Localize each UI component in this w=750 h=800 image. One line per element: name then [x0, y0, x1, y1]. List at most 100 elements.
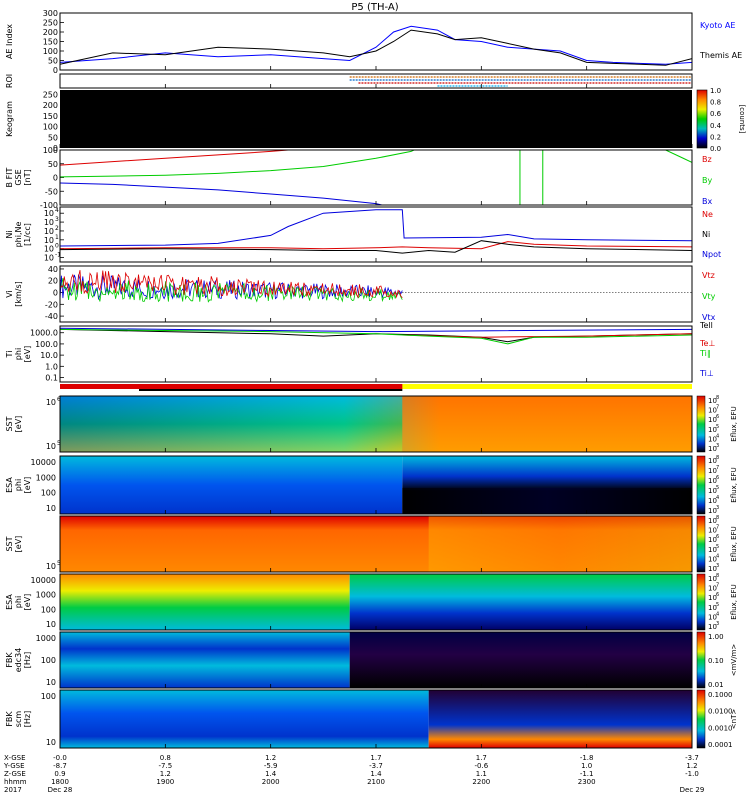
- panel-ylabel: phi: [14, 479, 23, 491]
- velocity-series-vtz: [59, 270, 403, 299]
- colorbar-tick: 10: [708, 517, 717, 525]
- colorbar-tick: 10: [708, 594, 717, 602]
- xaxis-tick-value: 1.4: [265, 770, 277, 778]
- ytick-label: 10000: [31, 458, 56, 467]
- ytick-label: 10: [46, 504, 56, 513]
- ytick-label: 150: [43, 38, 58, 47]
- ytick-label: 100: [43, 146, 58, 155]
- panel-ylabel: edc34: [14, 648, 23, 673]
- temperature-series-tipar: [59, 328, 693, 345]
- ytick-label: 100: [41, 692, 56, 701]
- colorbar-label: <nT>: [730, 709, 738, 730]
- esa_ion-spectrogram: [60, 456, 403, 514]
- fbk_scm-spectrogram: [60, 690, 429, 748]
- colorbar-tick: 0.8: [710, 99, 721, 107]
- panel-ylabel: [eV]: [23, 594, 32, 611]
- ytick-label: 10: [46, 442, 56, 451]
- ytick-exponent: 5: [57, 440, 61, 447]
- mode-bar-black: [139, 389, 403, 391]
- xaxis-tick-value: 1.0: [581, 762, 592, 770]
- colorbar-tick-exp: 6: [716, 592, 719, 598]
- esa_ion-spectrogram: [402, 487, 692, 514]
- colorbar-tick-exp: 8: [716, 455, 719, 461]
- colorbar-tick: 10: [708, 604, 717, 612]
- xaxis-row-label: Z-GSE: [4, 770, 26, 778]
- colorbar-tick: 0.01: [708, 681, 724, 689]
- colorbar-tick: 0.10: [708, 657, 724, 665]
- fbk_edc-spectrogram: [60, 632, 350, 688]
- xaxis-tick-value: -1.0: [685, 770, 699, 778]
- colorbar-tick: 10: [708, 445, 717, 453]
- legend-npot: Npot: [702, 250, 721, 259]
- colorbar-tick: 10: [708, 623, 717, 631]
- esa_elec-spectrogram: [349, 574, 692, 630]
- sst_ion-colorbar: [696, 395, 706, 453]
- panel-ylabel: [km/s]: [14, 281, 23, 307]
- panel-ylabel: [1/cc]: [23, 223, 32, 246]
- colorbar-tick: 1.00: [708, 633, 724, 641]
- ytick-label: 100: [41, 489, 56, 498]
- ytick-exponent: 6: [57, 396, 61, 403]
- colorbar-tick: 10: [708, 536, 717, 544]
- colorbar-tick: 10: [708, 416, 717, 424]
- bfield-series-group: [60, 150, 692, 205]
- velocity-series-vtx: [59, 274, 403, 301]
- xaxis-tick-value: 1.2: [160, 770, 171, 778]
- ytick-label: 10: [44, 218, 54, 227]
- panel-ylabel: phi: [14, 348, 23, 360]
- colorbar-tick-exp: 4: [716, 433, 719, 439]
- panel-ylabel: [nT]: [23, 169, 32, 185]
- ytick-label: 200: [43, 28, 58, 37]
- panel-ylabel: phi,Ne: [14, 222, 23, 248]
- colorbar-tick-exp: 7: [716, 583, 719, 589]
- ytick-exponent: 1: [55, 234, 59, 241]
- keogram-colorbar: [696, 89, 708, 149]
- panel-ylabel: SST: [5, 416, 14, 431]
- sst_ion-spectrogram: [402, 396, 692, 452]
- mode-bar-red: [60, 384, 403, 389]
- panel-ylabel: GSE: [14, 169, 23, 185]
- panel-ylabel: [eV]: [14, 536, 23, 553]
- ytick-exponent: -1: [55, 252, 61, 259]
- colorbar-tick: 10: [708, 407, 717, 415]
- xaxis-tick-value: 2100: [367, 778, 385, 786]
- ytick-label: 300: [43, 9, 58, 18]
- ytick-label: 50: [48, 160, 58, 169]
- density-series-ne: [59, 241, 693, 250]
- ytick-label: 100: [41, 605, 56, 614]
- ytick-label: 0: [53, 66, 58, 75]
- ytick-label: 100: [41, 656, 56, 665]
- ytick-label: 10: [44, 254, 54, 263]
- colorbar-tick: 10: [708, 613, 717, 621]
- colorbar-tick-exp: 7: [716, 465, 719, 471]
- bfield-series-by: [60, 150, 416, 178]
- colorbar-tick-exp: 3: [716, 563, 719, 569]
- panel-ylabel: Vi: [5, 290, 14, 298]
- panel-ylabel: Ti: [5, 351, 14, 359]
- ytick-label: 0.1: [45, 374, 58, 383]
- xaxis-tick-value: -0.0: [53, 754, 67, 762]
- colorbar-tick: 10: [708, 555, 717, 563]
- colorbar-tick-exp: 3: [716, 505, 719, 511]
- colorbar-tick-exp: 6: [716, 414, 719, 420]
- colorbar-label: <mV/m>: [730, 644, 738, 677]
- temperature-series-teperp: [402, 333, 693, 338]
- sst_ion-spectrogram: [60, 396, 403, 452]
- ytick-label: 200: [43, 101, 58, 110]
- panel-ylabel: [eV]: [14, 416, 23, 433]
- colorbar-tick-exp: 5: [716, 602, 719, 608]
- panel-ylabel: Ni: [5, 230, 14, 238]
- ytick-exponent: 0: [55, 243, 59, 250]
- colorbar-tick: 10: [708, 565, 717, 573]
- xaxis-tick-value: Dec 28: [48, 786, 73, 794]
- panel-ylabel: [eV]: [23, 346, 32, 363]
- ytick-label: 10: [46, 678, 56, 687]
- ytick-label: 10: [44, 227, 54, 236]
- xaxis-tick-value: 2000: [262, 778, 280, 786]
- colorbar-tick: 0.0010: [708, 724, 733, 732]
- ytick-label: 10: [44, 209, 54, 218]
- colorbar-tick-exp: 6: [716, 534, 719, 540]
- colorbar-tick-exp: 5: [716, 485, 719, 491]
- ytick-label: 0: [53, 174, 58, 183]
- ytick-exponent: 4: [55, 207, 59, 214]
